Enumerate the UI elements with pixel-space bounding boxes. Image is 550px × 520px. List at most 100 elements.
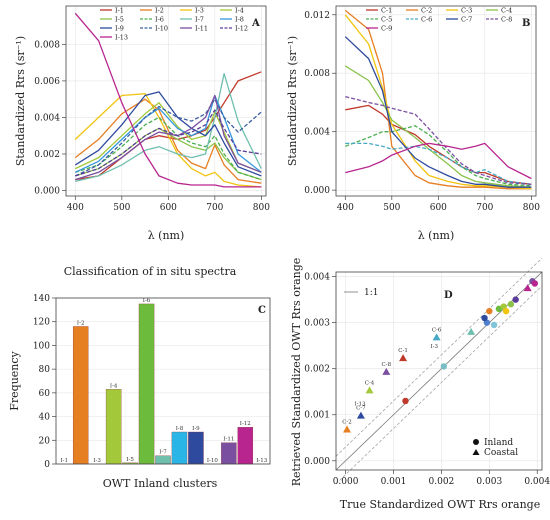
legend-entry: I-6 — [155, 16, 164, 24]
legend-entry: Inland — [484, 438, 513, 448]
point-coastal — [467, 327, 476, 335]
bar-label: I-11 — [223, 437, 234, 443]
y-tick-label: 100 — [33, 341, 50, 351]
bar-i-2 — [72, 326, 89, 465]
legend-entry: C-4 — [501, 7, 512, 15]
point-label: C-8 — [382, 362, 392, 368]
x-tick-label: 400 — [337, 203, 354, 213]
legend-entry: C-1 — [381, 7, 392, 15]
legend-entry: I-7 — [195, 16, 204, 24]
panel-b-xlabel: λ (nm) — [418, 229, 455, 242]
panel-d-ylabel: Retrieved Standardized OWT Rrs orange — [290, 258, 303, 487]
legend-entry: C-2 — [421, 7, 432, 15]
series-line-c-8 — [345, 95, 532, 185]
point-label: C-4 — [365, 380, 375, 386]
legend-entry: I-10 — [155, 25, 168, 33]
legend-entry: I-1 — [115, 7, 124, 15]
x-tick-label: 500 — [383, 203, 400, 213]
series-line-c-1 — [345, 104, 532, 185]
y-tick-label: 140 — [33, 294, 50, 304]
panel-c-label: C — [258, 305, 266, 316]
x-tick-label: 0.001 — [381, 477, 407, 487]
error-band-line — [335, 257, 543, 457]
y-tick-label: 60 — [39, 389, 51, 399]
legend-entry: Coastal — [484, 448, 518, 458]
legend-entry: I-5 — [115, 16, 124, 24]
legend-swatch — [472, 449, 480, 455]
legend-entry: C-8 — [501, 16, 512, 24]
bar-i-11 — [221, 442, 237, 465]
series-line-c-3 — [344, 14, 532, 190]
series-line-i-13 — [74, 12, 262, 188]
bar-label: I-7 — [159, 450, 167, 456]
legend-entry: C-6 — [421, 16, 432, 24]
panel-d-retrieval-scatter: C-2 C-7 C-4 C-8 C-1 C-6 I-13 I-3 0.000 0.001 0.00… — [290, 258, 550, 511]
y-tick-label: 80 — [39, 365, 51, 375]
x-tick-label: 800 — [253, 203, 270, 213]
point-inland — [490, 321, 498, 329]
x-tick-label: 600 — [430, 203, 447, 213]
bar-i-4 — [105, 389, 122, 465]
point-coastal — [365, 386, 374, 394]
point-label: C-2 — [342, 419, 352, 425]
y-tick-label: 0.008 — [34, 40, 60, 50]
legend-entry: C-3 — [461, 7, 472, 15]
series-line-i-10 — [75, 98, 262, 177]
series-line-i-2 — [74, 98, 262, 184]
series-line-i-5 — [75, 127, 262, 181]
point-inland — [512, 296, 519, 303]
point-inland — [507, 301, 515, 308]
y-tick-label: 0.000 — [304, 457, 330, 467]
x-tick-label: 0.003 — [476, 477, 502, 487]
y-tick-label: 0.006 — [34, 77, 60, 87]
point-label: C-7 — [356, 406, 366, 412]
series-line-i-3 — [74, 93, 262, 188]
panel-c-xlabel: OWT Inland clusters — [103, 477, 218, 490]
bar-label: I-9 — [192, 426, 200, 432]
bar-label: I-6 — [143, 298, 151, 304]
legend-entry: I-3 — [195, 7, 204, 15]
bar-i-7 — [155, 455, 171, 465]
y-tick-label: 0.004 — [34, 113, 60, 123]
point-coastal — [432, 333, 441, 341]
series-line-i-7 — [75, 72, 262, 183]
point-coastal — [356, 411, 365, 419]
x-tick-label: 800 — [523, 203, 540, 213]
point-coastal — [343, 425, 352, 433]
y-tick-label: 0.004 — [304, 128, 330, 138]
point-label: C-1 — [398, 348, 408, 354]
y-tick-label: 0.003 — [304, 319, 330, 329]
point-inland — [440, 363, 447, 370]
y-tick-label: 120 — [33, 318, 50, 328]
x-tick-label: 0.004 — [524, 477, 550, 487]
point-inland — [481, 314, 488, 322]
point-inland — [486, 307, 493, 315]
y-tick-label: 0.008 — [304, 69, 330, 79]
series-line-i-4 — [75, 102, 262, 173]
legend-entry: C-7 — [461, 16, 472, 24]
panel-b-ylabel: Standardized Rrs (sr⁻¹) — [286, 36, 299, 166]
panel-a-ylabel: Standardized Rrs (sr⁻¹) — [14, 36, 27, 166]
legend-entry: I-8 — [235, 16, 244, 24]
legend-entry: C-9 — [381, 25, 392, 33]
point-inland — [495, 305, 503, 313]
y-tick-label: 0.002 — [304, 365, 330, 375]
series-line-i-6 — [75, 116, 262, 181]
legend-entry: I-13 — [115, 34, 128, 42]
point-label: I-3 — [430, 344, 438, 350]
legend-entry: I-9 — [115, 25, 124, 33]
point-label: C-6 — [432, 327, 442, 333]
panel-a-label: A — [251, 18, 260, 29]
y-tick-label: 20 — [39, 436, 51, 446]
point-label: I-13 — [354, 402, 366, 408]
y-tick-label: 0 — [44, 460, 50, 470]
point-coastal — [382, 367, 391, 375]
y-tick-label: 0.001 — [304, 411, 330, 421]
x-tick-label: 700 — [476, 203, 493, 213]
bar-i-8 — [171, 431, 188, 465]
legend-entry: I-11 — [195, 25, 208, 33]
panel-c-ylabel: Frequency — [8, 350, 21, 410]
bar-label: I-1 — [60, 458, 68, 464]
series-line-c-2 — [344, 9, 532, 190]
